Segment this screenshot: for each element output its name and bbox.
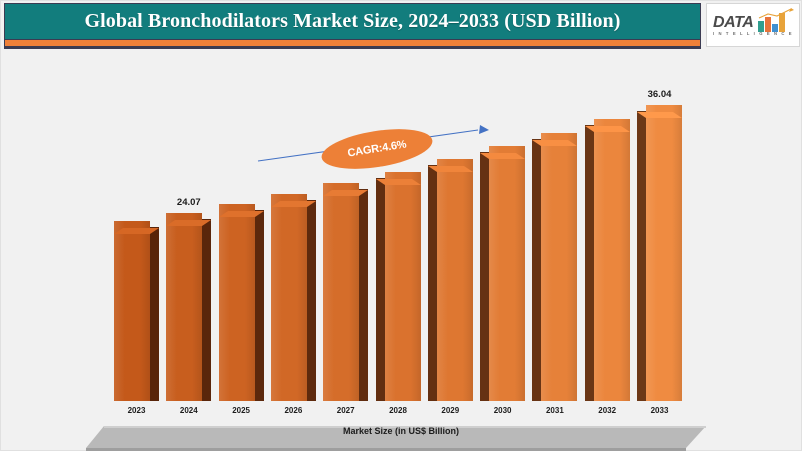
bar-side xyxy=(532,139,542,401)
x-tick-2023: 2023 xyxy=(127,406,146,415)
bar-top-cap xyxy=(584,119,630,132)
bar-face xyxy=(541,133,578,401)
bar-face xyxy=(166,213,203,401)
header-underline xyxy=(4,47,701,49)
bar-2033 xyxy=(637,105,682,401)
x-tick-2029: 2029 xyxy=(441,406,460,415)
bar-top-cap xyxy=(166,213,212,226)
bar-top-cap xyxy=(114,221,159,234)
bar-side xyxy=(306,200,316,401)
header: Global Bronchodilators Market Size, 2024… xyxy=(1,1,802,49)
bar-side xyxy=(150,227,159,401)
bar-top-cap xyxy=(323,183,369,196)
bar-2030 xyxy=(480,146,526,401)
bar-face xyxy=(323,183,360,401)
bar-top-cap xyxy=(218,204,264,217)
bar-2024 xyxy=(166,213,212,401)
logo-bar-4 xyxy=(779,13,785,32)
chart-plot-area: 24.07 36.04 2023 2024 2025 2026 2027 2028 2029 2… xyxy=(1,51,801,451)
logo-inner: DATA I N T E L L I G E N C E xyxy=(711,8,795,42)
bar-value-label-2033: 36.04 xyxy=(647,89,672,100)
bar-face xyxy=(593,119,630,401)
bar-2026 xyxy=(270,194,316,401)
bar-2027 xyxy=(323,183,369,401)
bar-side xyxy=(637,111,646,401)
logo-growth-arrow-icon xyxy=(758,8,794,19)
x-tick-2027: 2027 xyxy=(336,406,355,415)
bar-side xyxy=(202,219,212,401)
bar-side xyxy=(375,178,385,401)
bar-side xyxy=(427,165,437,401)
bar-2032 xyxy=(584,119,630,401)
logo-bars-icon xyxy=(758,12,792,32)
x-axis-title: Market Size (in US$ Billion) xyxy=(342,426,460,436)
x-tick-2033: 2033 xyxy=(650,406,669,415)
x-tick-2025: 2025 xyxy=(232,406,250,415)
header-accent-stripe xyxy=(4,40,701,47)
x-tick-2030: 2030 xyxy=(493,406,512,415)
logo-bar-1 xyxy=(758,21,764,32)
bar-2031 xyxy=(532,133,578,401)
cagr-label: CAGR:4.6% xyxy=(346,138,408,160)
bar-value-label-2024: 24.07 xyxy=(176,197,201,208)
logo-tagline: I N T E L L I G E N C E xyxy=(713,31,794,36)
bar-face xyxy=(489,146,526,401)
chart-floor xyxy=(86,426,706,451)
bar-side xyxy=(584,125,594,401)
bar-2023 xyxy=(114,221,159,401)
header-band: Global Bronchodilators Market Size, 2024… xyxy=(4,3,701,40)
bar-top-cap xyxy=(427,159,473,172)
bar-2029 xyxy=(427,159,473,401)
x-tick-2028: 2028 xyxy=(389,406,407,415)
logo-wordmark: DATA xyxy=(713,14,754,31)
x-tick-2024: 2024 xyxy=(179,406,198,415)
cagr-callout: CAGR:4.6% xyxy=(318,122,436,176)
logo-bar-3 xyxy=(772,24,778,32)
bar-face xyxy=(114,221,150,401)
bar-side xyxy=(254,210,264,401)
bar-side xyxy=(480,152,490,401)
logo-bar-2 xyxy=(765,17,771,32)
bar-top-cap xyxy=(637,105,682,118)
bar-top-cap xyxy=(480,146,526,159)
brand-logo: DATA I N T E L L I G E N C E xyxy=(706,3,800,47)
bar-side xyxy=(359,189,369,401)
bar-top-cap xyxy=(532,133,578,146)
bar-top-cap xyxy=(270,194,316,207)
bar-top-cap xyxy=(375,172,421,185)
x-tick-2032: 2032 xyxy=(598,406,617,415)
bar-face xyxy=(384,172,421,401)
bar-face xyxy=(436,159,473,401)
bar-2025 xyxy=(218,204,264,401)
x-tick-2026: 2026 xyxy=(284,406,303,415)
bar-face xyxy=(218,204,255,401)
bar-face xyxy=(270,194,307,401)
bar-face xyxy=(646,105,682,401)
page-title: Global Bronchodilators Market Size, 2024… xyxy=(84,10,621,32)
x-tick-2031: 2031 xyxy=(545,406,564,415)
bar-2028 xyxy=(375,172,421,401)
